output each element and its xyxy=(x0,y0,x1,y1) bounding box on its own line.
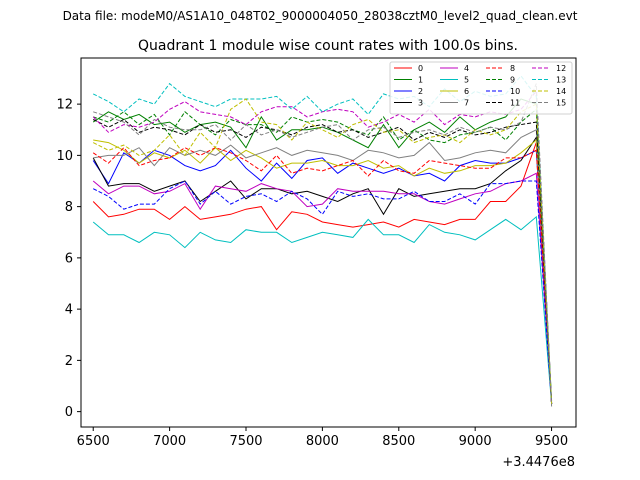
series-line-15 xyxy=(93,83,553,407)
series-line-9 xyxy=(93,108,553,404)
data-file-header: Data file: modeM0/AS1A10_048T02_90000040… xyxy=(63,9,578,23)
legend-label-5: 5 xyxy=(464,76,469,85)
legend-box xyxy=(389,61,573,115)
y-tick-label: 10 xyxy=(56,149,73,164)
series-line-13 xyxy=(92,75,553,404)
legend-label-1: 1 xyxy=(418,76,423,85)
legend-label-0: 0 xyxy=(418,64,423,73)
y-tick-label: 8 xyxy=(65,200,73,215)
series-line-2 xyxy=(92,149,553,404)
legend-label-7: 7 xyxy=(464,99,469,108)
y-tick-label: 2 xyxy=(65,354,73,369)
series-line-4 xyxy=(92,172,553,404)
legend-label-13: 13 xyxy=(556,76,566,85)
series-line-0 xyxy=(92,142,553,404)
legend-label-15: 15 xyxy=(556,99,566,108)
series-line-8 xyxy=(92,146,553,404)
legend-label-2: 2 xyxy=(418,87,423,96)
x-tick-label: 9500 xyxy=(535,434,568,449)
series-line-14 xyxy=(92,98,553,404)
y-tick-label: 0 xyxy=(65,405,73,420)
x-tick-label: 6500 xyxy=(77,434,110,449)
plot-frame xyxy=(80,57,577,428)
legend-label-11: 11 xyxy=(510,99,520,108)
legend-label-14: 14 xyxy=(556,87,566,96)
x-tick-label: 8000 xyxy=(306,434,339,449)
x-tick-label: 8500 xyxy=(382,434,415,449)
x-tick-label: 7000 xyxy=(153,434,186,449)
legend-label-12: 12 xyxy=(556,64,566,73)
y-tick-label: 12 xyxy=(56,98,73,113)
series-line-12 xyxy=(92,90,553,404)
series-line-11 xyxy=(92,118,553,404)
x-axis-offset-label: +3.4476e8 xyxy=(502,455,575,470)
legend-label-3: 3 xyxy=(418,99,423,108)
y-tick-label: 4 xyxy=(65,303,73,318)
axes-layer: 6500 7000 7500 8000 8500 9000 9500 0 2 4 6 8 10 12 xyxy=(56,98,568,449)
legend-label-10: 10 xyxy=(510,87,520,96)
series-layer xyxy=(92,75,553,407)
series-line-5 xyxy=(92,215,553,404)
legend-label-6: 6 xyxy=(464,87,469,96)
legend-label-8: 8 xyxy=(510,64,515,73)
chart-title: Quadrant 1 module wise count rates with … xyxy=(138,38,518,54)
legend-label-4: 4 xyxy=(464,64,469,73)
legend-label-9: 9 xyxy=(510,76,515,85)
x-tick-label: 9000 xyxy=(459,434,492,449)
series-line-10 xyxy=(92,180,553,404)
series-line-6 xyxy=(93,138,553,404)
x-tick-label: 7500 xyxy=(229,434,262,449)
series-line-3 xyxy=(92,135,553,404)
series-line-7 xyxy=(93,129,553,404)
y-tick-label: 6 xyxy=(65,251,73,266)
